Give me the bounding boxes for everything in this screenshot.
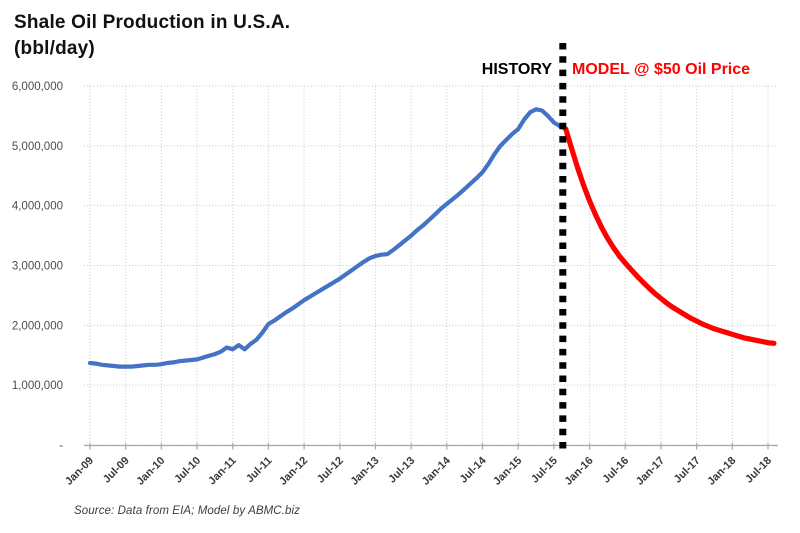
x-axis-tick-label: Jan-17 (634, 455, 667, 488)
y-axis-tick-label: - (59, 440, 63, 452)
x-axis-tick-label: Jul-14 (458, 454, 490, 486)
x-axis-tick-label: Jan-12 (277, 455, 310, 488)
x-axis-tick-label: Jul-16 (600, 455, 631, 486)
y-axis-tick-label: 6,000,000 (12, 81, 63, 93)
x-axis-tick-label: Jul-17 (672, 455, 703, 486)
chart-title-line1: Shale Oil Production in U.S.A. (14, 12, 291, 33)
x-axis-tick-label: Jan-11 (206, 455, 239, 488)
x-axis-tick-label: Jan-18 (705, 455, 738, 488)
x-axis-tick-label: Jan-09 (63, 455, 96, 488)
x-axis-tick-label: Jan-15 (491, 455, 524, 488)
x-axis-tick-label: Jul-13 (386, 455, 417, 486)
y-axis-tick-label: 5,000,000 (12, 141, 63, 153)
history-label: HISTORY (481, 61, 552, 78)
model-series-line (563, 126, 777, 346)
x-axis-tick-label: Jan-14 (420, 454, 454, 488)
x-axis-tick-label: Jul-18 (743, 455, 774, 486)
x-axis-tick-label: Jan-13 (348, 455, 381, 488)
source-text: Source: Data from EIA; Model by ABMC.biz (74, 505, 300, 517)
annotation-row: HISTORY MODEL @ $50 Oil Price (0, 61, 800, 83)
x-axis-tick-label: Jul-12 (315, 455, 346, 486)
x-axis-tick-label: Jul-15 (529, 455, 560, 486)
x-axis-tick-label: Jan-16 (563, 455, 596, 488)
x-axis-tick-label: Jul-09 (101, 455, 132, 486)
y-axis-tick-label: 2,000,000 (12, 320, 63, 332)
y-axis-tick-label: 3,000,000 (12, 261, 63, 273)
y-axis-tick-label: 1,000,000 (12, 380, 63, 392)
y-axis-tick-label: 4,000,000 (12, 201, 63, 213)
x-axis-tick-label: Jan-10 (134, 455, 167, 488)
chart-title: Shale Oil Production in U.S.A. (bbl/day) (14, 10, 290, 62)
history-series-line (87, 107, 568, 369)
model-label: MODEL @ $50 Oil Price (572, 61, 751, 78)
x-axis-tick-label: Jul-11 (244, 455, 275, 486)
x-axis-tick-label: Jul-10 (172, 455, 203, 486)
axis-units-label: (bbl/day) (14, 38, 95, 59)
